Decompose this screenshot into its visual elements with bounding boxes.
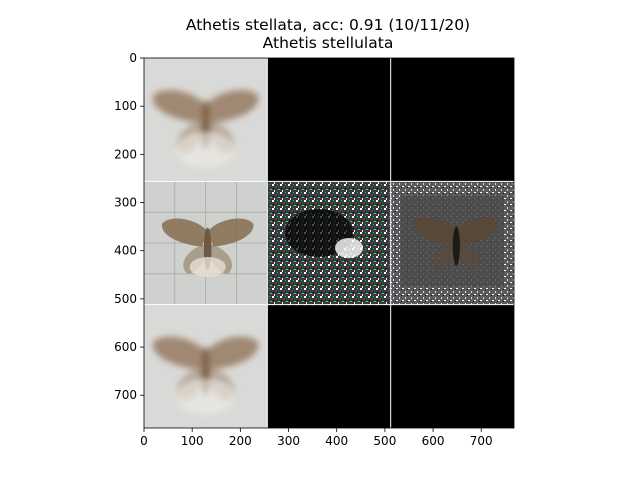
grid-cell-black [267, 58, 391, 182]
axes-frame [143, 57, 515, 429]
y-tick-label: 700 [114, 388, 137, 402]
x-tick-label: 600 [422, 434, 445, 448]
y-tick-label: 500 [114, 292, 137, 306]
x-tick-label: 700 [470, 434, 493, 448]
grid-cell-moth-specimen-blurred [144, 58, 268, 182]
y-tick-label: 100 [114, 99, 137, 113]
x-tick-label: 0 [140, 434, 148, 448]
grid-cell-black [390, 58, 514, 182]
grid-cell-moth-specimen-sharp [144, 181, 268, 305]
x-tick-label: 200 [229, 434, 252, 448]
chart-title: Athetis stellata, acc: 0.91 (10/11/20) [185, 16, 471, 34]
chart-subtitle: Athetis stellulata [262, 34, 394, 52]
chart-title-block: Athetis stellata, acc: 0.91 (10/11/20) A… [0, 16, 640, 52]
grid-cell-moth-specimen-blurred [144, 304, 268, 428]
y-tick-label: 300 [114, 196, 137, 210]
x-tick-label: 100 [181, 434, 204, 448]
y-tick-label: 400 [114, 244, 137, 258]
y-tick-label: 600 [114, 340, 137, 354]
grid-cell-black [267, 304, 391, 428]
grid-cell-noisy-gradient-map [267, 181, 391, 305]
y-tick-label: 200 [114, 147, 137, 161]
x-tick-label: 400 [325, 434, 348, 448]
x-tick-label: 500 [373, 434, 396, 448]
x-tick-label: 300 [277, 434, 300, 448]
y-tick-label: 0 [129, 51, 137, 65]
grid-cell-black [390, 304, 514, 428]
grid-cell-masked-moth-overlay [390, 181, 514, 305]
